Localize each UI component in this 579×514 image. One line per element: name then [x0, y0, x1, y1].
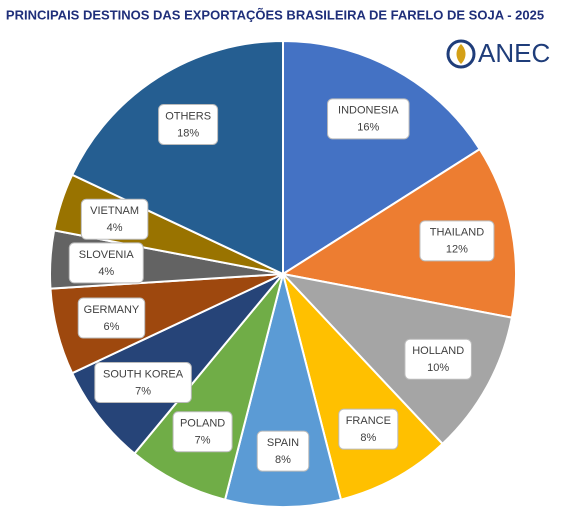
chart-title: PRINCIPAIS DESTINOS DAS EXPORTAÇÕES BRAS…: [6, 7, 544, 22]
label-box: [68, 242, 144, 284]
pie-slice: [280, 147, 517, 319]
pie-slice: [223, 273, 343, 508]
logo-icon: [446, 39, 476, 69]
data-label-value: 8%: [360, 432, 376, 444]
data-label-value: 16%: [357, 122, 379, 134]
logo-text: ANEC: [478, 38, 550, 68]
label-box: [158, 103, 219, 145]
data-label-name: GERMANY: [84, 304, 140, 316]
data-label-value: 8%: [275, 454, 291, 466]
data-label-value: 12%: [446, 244, 468, 256]
data-label-value: 4%: [107, 222, 123, 234]
label-box: [77, 297, 146, 339]
data-label-name: POLAND: [180, 418, 225, 430]
label-box: [327, 98, 410, 140]
data-label-name: SLOVENIA: [79, 249, 135, 261]
data-label-name: VIETNAM: [90, 205, 139, 217]
data-label-value: 6%: [104, 321, 120, 333]
logo-leaf: [456, 44, 466, 64]
data-label-name: FRANCE: [346, 415, 391, 427]
label-box: [256, 430, 310, 472]
label-box: [80, 198, 149, 240]
data-label-value: 4%: [98, 266, 114, 278]
pie-slice: [280, 272, 514, 446]
pie-slice: [282, 273, 444, 501]
data-label-value: 10%: [427, 362, 449, 374]
label-box: [172, 411, 233, 453]
pie-slice: [70, 39, 284, 276]
data-label-name: HOLLAND: [412, 345, 464, 357]
data-label-name: SPAIN: [267, 437, 299, 449]
label-box: [94, 362, 192, 404]
data-label-name: OTHERS: [165, 110, 211, 122]
data-label-value: 18%: [177, 127, 199, 139]
label-box: [404, 338, 472, 380]
label-box: [338, 408, 399, 450]
logo: ANEC: [446, 38, 550, 69]
data-label-name: SOUTH KOREA: [103, 368, 184, 380]
data-label-name: INDONESIA: [338, 105, 399, 117]
label-box: [419, 220, 495, 262]
data-label-value: 7%: [195, 435, 211, 447]
data-label-name: THAILAND: [430, 227, 484, 239]
data-label-value: 7%: [135, 385, 151, 397]
pie-slice: [133, 273, 284, 501]
